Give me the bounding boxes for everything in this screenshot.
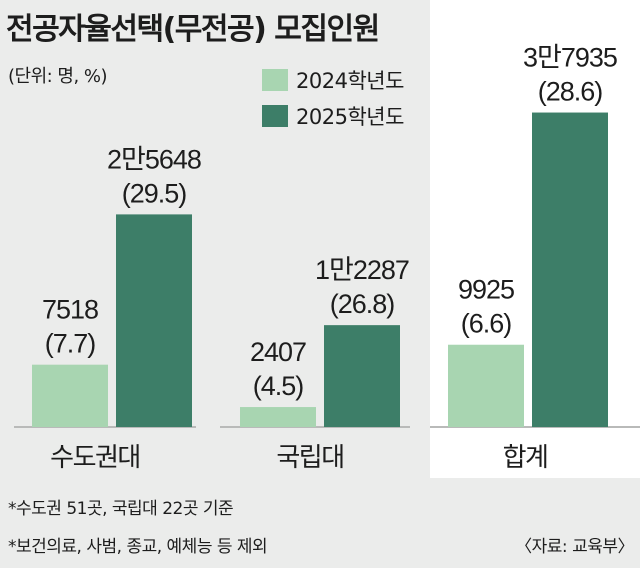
data-label-2024-1-2: (7.7) — [45, 329, 96, 359]
legend-label-2025: 2025학년도 — [296, 105, 404, 129]
footnote-1: *수도권 51곳, 국립대 22곳 기준 — [8, 499, 234, 519]
bar-2025-2 — [324, 325, 400, 427]
data-label-2024-2-2: (4.5) — [253, 371, 304, 401]
legend-item-2024: 2024학년도 — [262, 68, 404, 93]
legend-swatch-2025 — [262, 105, 288, 127]
category-label-2: 국립대 — [276, 443, 343, 473]
category-label-3: 합계 — [503, 443, 548, 473]
data-label-2025-3-2: (28.6) — [538, 77, 603, 107]
legend-swatch-2024 — [262, 69, 288, 91]
category-label-1: 수도권대 — [50, 443, 140, 473]
unit-note: (단위: 명, %) — [8, 66, 108, 87]
data-label-2024-2-1: 2407 — [250, 337, 306, 367]
source-note: 〈자료: 교육부〉 — [515, 537, 634, 557]
legend: 2024학년도 2025학년도 — [262, 68, 404, 140]
data-label-2025-2-2: (26.8) — [330, 289, 395, 319]
legend-label-2024: 2024학년도 — [296, 69, 404, 93]
legend-item-2025: 2025학년도 — [262, 104, 404, 129]
data-label-2024-1-1: 7518 — [42, 295, 98, 325]
data-label-2024-3-2: (6.6) — [461, 309, 512, 339]
bar-2024-3 — [448, 344, 524, 427]
chart-title: 전공자율선택(무전공) 모집인원 — [6, 12, 380, 47]
bar-2025-3 — [532, 112, 608, 427]
footnote-2: *보건의료, 사범, 종교, 예체능 등 제외 — [8, 537, 268, 557]
bar-2024-2 — [240, 407, 316, 427]
data-label-2024-3-1: 9925 — [458, 275, 514, 305]
data-label-2025-3-1: 3만7935 — [523, 43, 617, 73]
data-label-2025-1-1: 2만5648 — [107, 144, 201, 174]
bar-2024-1 — [32, 364, 108, 427]
bar-2025-1 — [116, 214, 192, 427]
data-label-2025-2-1: 1만2287 — [315, 255, 409, 285]
data-label-2025-1-2: (29.5) — [122, 178, 187, 208]
